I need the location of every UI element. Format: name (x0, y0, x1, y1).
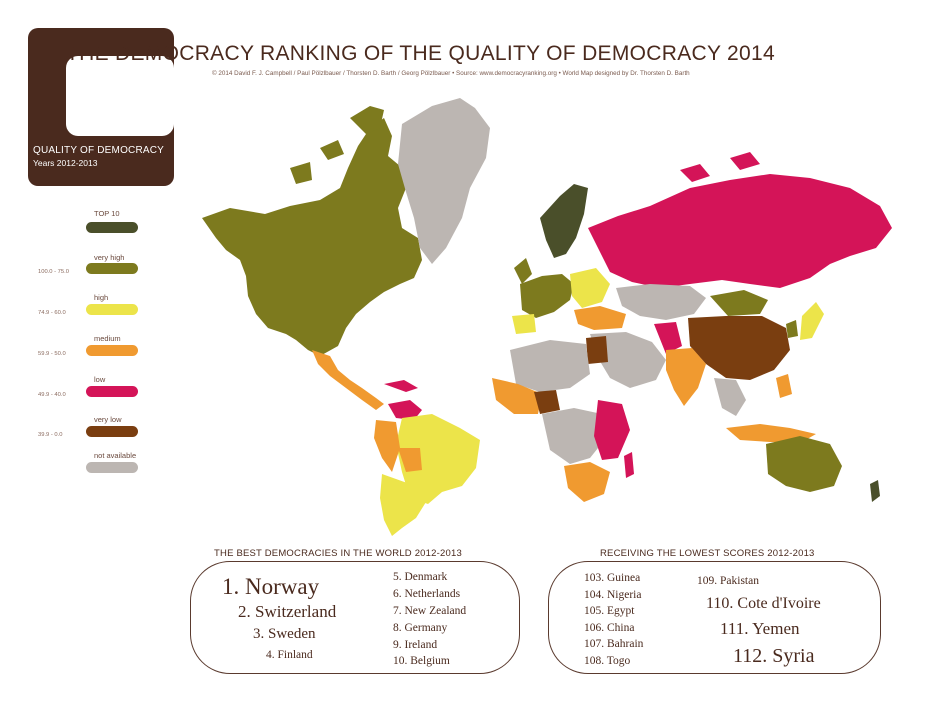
region-bolivia (398, 448, 422, 472)
rank-item: 111. Yemen (720, 619, 800, 638)
region-iberia (512, 314, 536, 334)
logo-block (28, 28, 174, 186)
region-se-asia (714, 378, 746, 416)
region-balkans-turkey (574, 306, 626, 330)
lowest-scores-box (548, 561, 881, 674)
region-southern-cone (380, 474, 426, 536)
region-arctic-russia (680, 152, 760, 182)
legend-range: 49.9 - 40.0 (38, 392, 66, 398)
region-pakistan (654, 322, 682, 354)
legend-swatch-not-available (86, 462, 138, 473)
region-egypt (586, 336, 608, 364)
region-west-africa (492, 378, 542, 414)
best-democracies-title: THE BEST DEMOCRACIES IN THE WORLD 2012-2… (214, 548, 462, 559)
region-china (688, 316, 790, 380)
rank-item: 5. Denmark (393, 571, 448, 583)
rank-item: 104. Nigeria (584, 589, 642, 601)
region-nigeria (534, 390, 560, 414)
badge-title: QUALITY OF DEMOCRACY (33, 145, 165, 156)
legend-swatch-top10 (86, 222, 138, 233)
region-greenland (398, 98, 490, 264)
rank-item: 108. Togo (584, 655, 631, 667)
rank-item: 105. Egypt (584, 605, 635, 617)
legend-label: high (94, 293, 109, 302)
legend-label: very low (94, 415, 122, 424)
rank-item: 8. Germany (393, 622, 448, 634)
region-japan (800, 302, 824, 340)
region-caribbean (384, 380, 418, 392)
legend-range: 100.0 - 75.0 (38, 269, 69, 275)
legend-swatch-low (86, 386, 138, 397)
region-east-africa (594, 400, 630, 460)
legend-label: TOP 10 (94, 209, 120, 218)
rank-item: 109. Pakistan (697, 575, 759, 587)
region-india (666, 348, 706, 406)
legend-label: low (94, 375, 106, 384)
region-eastern-europe (570, 268, 610, 308)
region-arctic-islands (290, 106, 384, 184)
credits-line: © 2014 David F. J. Campbell / Paul Pölzl… (212, 70, 690, 77)
rank-item: 7. New Zealand (393, 605, 467, 617)
region-australia (766, 436, 842, 492)
region-central-africa (542, 408, 606, 464)
legend-range: 59.9 - 50.0 (38, 351, 66, 357)
rank-item: 110. Cote d'Ivoire (706, 595, 821, 612)
region-canada (202, 118, 422, 356)
rank-item: 10. Belgium (393, 655, 450, 667)
rank-item: 103. Guinea (584, 572, 641, 584)
region-north-africa (510, 340, 590, 392)
region-central-asia (616, 284, 706, 320)
rank-item: 106. China (584, 622, 635, 634)
rank-item: 3. Sweden (253, 626, 316, 642)
rank-item: 9. Ireland (393, 639, 438, 651)
lowest-scores-title: RECEIVING THE LOWEST SCORES 2012-2013 (600, 548, 815, 559)
rank-item: 2. Switzerland (238, 602, 337, 621)
region-venezuela (388, 400, 422, 420)
region-korea (786, 320, 798, 338)
rank-item: 112. Syria (733, 645, 815, 667)
region-mexico (312, 350, 384, 410)
region-new-zealand (870, 480, 880, 502)
rank-item: 1. Norway (222, 574, 320, 599)
legend-range: 39.9 - 0.0 (38, 432, 63, 438)
legend-label: very high (94, 253, 125, 262)
best-democracies-box (190, 561, 520, 674)
region-madagascar (624, 452, 634, 478)
badge-years: Years 2012-2013 (33, 158, 98, 168)
region-mongolia (710, 290, 768, 316)
legend-swatch-very-low (86, 426, 138, 437)
legend-swatch-very-high (86, 263, 138, 274)
region-southern-africa (564, 462, 610, 502)
region-scandinavia (540, 184, 588, 258)
legend-swatch-medium (86, 345, 138, 356)
region-uk-ireland (514, 258, 532, 284)
rank-item: 6. Netherlands (393, 588, 461, 600)
region-philippines (776, 374, 792, 398)
region-andes (374, 420, 400, 472)
page-title: THE DEMOCRACY RANKING OF THE QUALITY OF … (66, 42, 775, 65)
region-russia (588, 174, 892, 288)
legend-label: medium (94, 334, 121, 343)
legend-swatch-high (86, 304, 138, 315)
region-brazil (396, 414, 480, 504)
legend-label: not available (94, 451, 137, 460)
world-map (202, 98, 892, 536)
legend-range: 74.9 - 60.0 (38, 310, 66, 316)
rank-item: 107. Bahrain (584, 638, 644, 650)
region-indonesia (726, 424, 816, 442)
rank-item: 4. Finland (266, 649, 313, 661)
region-middle-east (590, 332, 666, 388)
region-western-europe (520, 274, 574, 318)
